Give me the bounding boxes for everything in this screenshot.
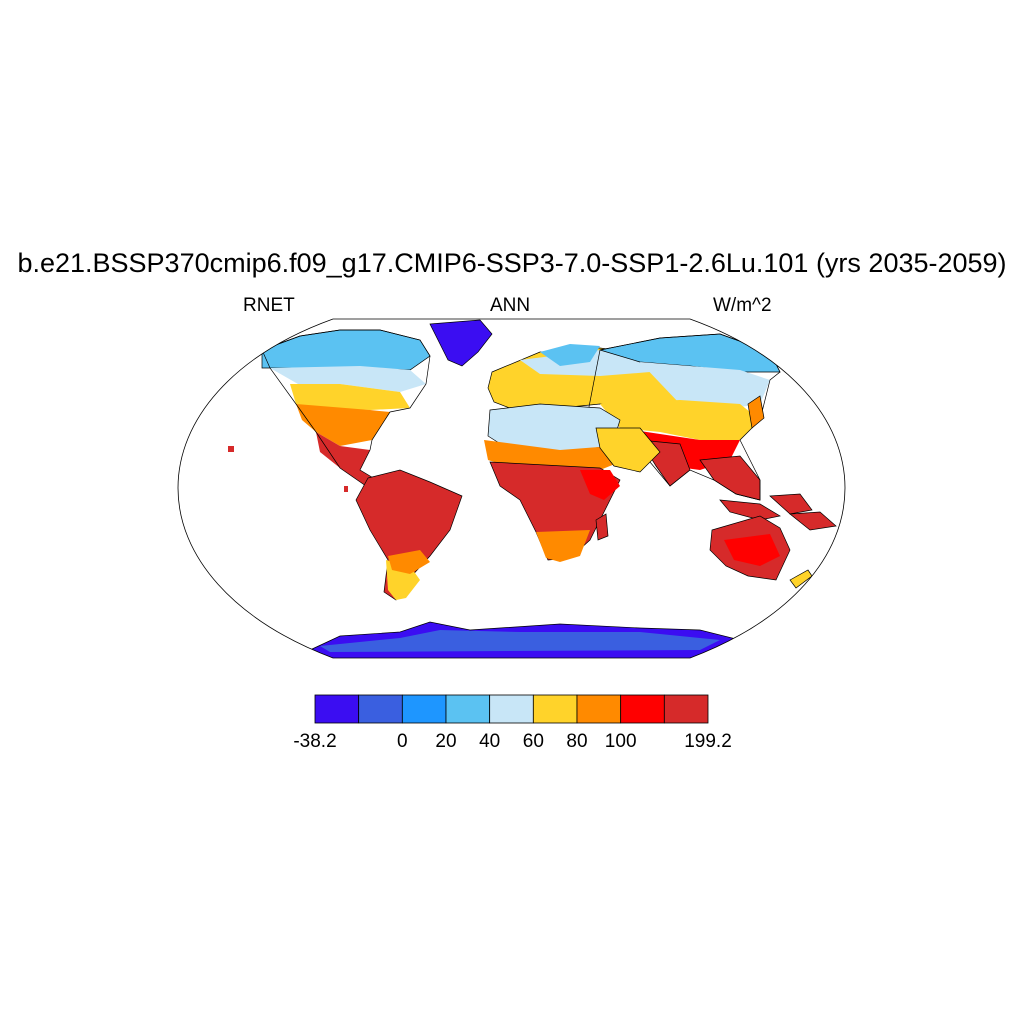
north-america-north-region [270,366,426,392]
southern-africa-region [536,530,590,562]
new-zealand-region [789,569,813,589]
south-america-central-region [388,550,430,574]
madagascar-region [595,513,609,541]
scandinavia-region [540,344,600,366]
colorbar-box-5 [532,694,578,724]
colorbar [314,694,709,724]
north-america-outline [261,329,431,487]
colorbar-box-3 [445,694,491,724]
japan-region [747,395,765,429]
greenland-region [429,319,493,367]
colorbar-box-0 [314,694,360,724]
map-title: b.e21.BSSP370cmip6.f09_g17.CMIP6-SSP3-7.… [17,248,1007,278]
antarctica-coast-region [320,630,720,652]
east-africa-region [580,470,620,500]
colorbar-box-1 [358,694,403,724]
pacific-island-1 [228,446,234,452]
colorbar-tick-label-2: 20 [435,731,457,752]
arabia-region [595,427,661,473]
colorbar-tick-label-6: 100 [604,731,637,752]
colorbar-box-8 [663,694,709,724]
pacific-island-2 [344,486,348,492]
colorbar-box-2 [401,694,447,724]
land-layer [228,319,837,658]
units-label: W/m^2 [713,295,772,316]
sahel-region [484,440,620,470]
variable-label: RNET [243,295,295,316]
colorbar-tick-label-3: 40 [479,731,501,752]
new-guinea-region [789,511,837,531]
colorbar-tick-label-7: 199.2 [684,731,732,752]
north-america-south-region [296,404,390,446]
australia-interior-region [724,534,780,566]
colorbar-box-7 [620,694,665,724]
asia-north-region [640,362,770,410]
colorbar-tick-label-0: -38.2 [293,731,337,752]
indonesia-region-1 [719,499,781,521]
colorbar-tick-label-4: 60 [522,731,544,752]
colorbar-tick-label-1: 0 [397,731,408,752]
colorbar-box-4 [489,694,534,724]
colorbar-tick-label-5: 80 [566,731,588,752]
indonesia-region-2 [769,493,813,515]
map-boundary [177,318,846,659]
north-america-mid-region [290,384,410,410]
colorbar-box-6 [576,694,622,724]
season-label: ANN [490,295,531,316]
